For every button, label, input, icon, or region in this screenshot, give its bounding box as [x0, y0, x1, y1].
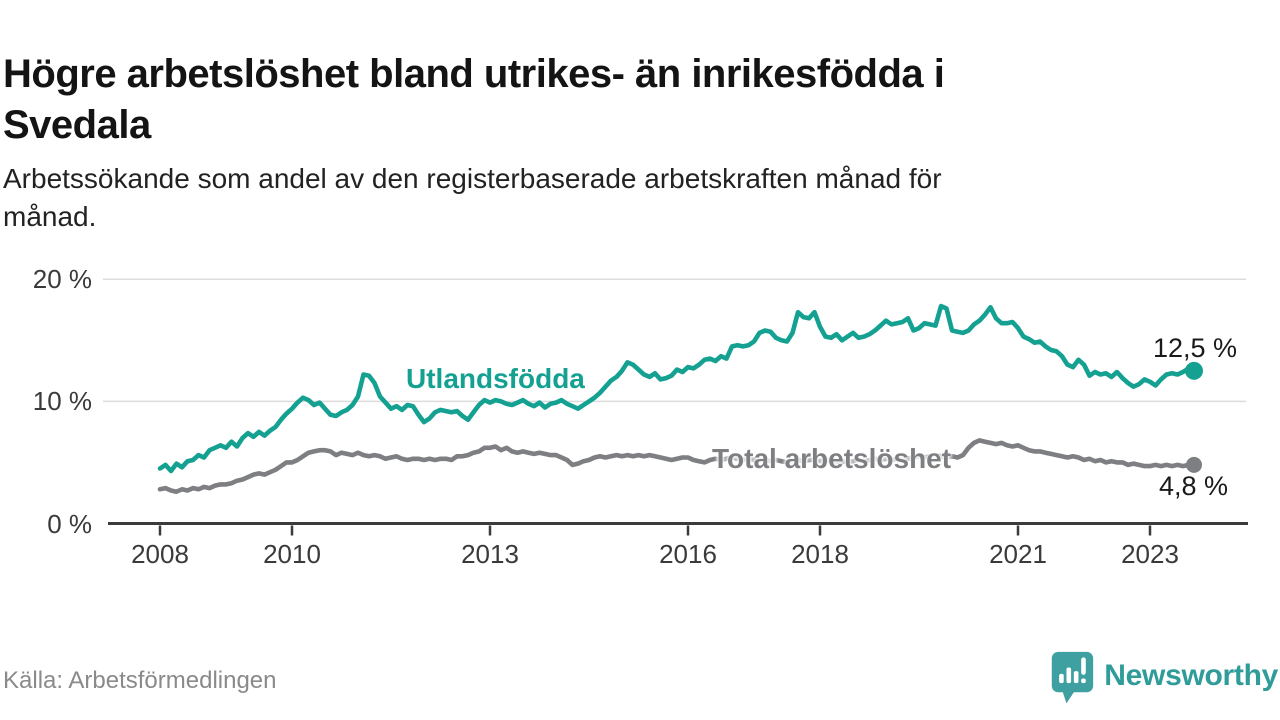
end-value-label-utlandsfodda: 12,5 %	[1152, 333, 1237, 363]
y-tick-label-20: 20 %	[32, 264, 92, 295]
x-tick-label-2010: 2010	[263, 539, 321, 569]
page-title: Högre arbetslöshet bland utrikes- än inr…	[3, 49, 1273, 151]
series-label-total-arbetsloshet: Total arbetslöshet	[712, 443, 952, 474]
y-tick-label-10: 10 %	[32, 386, 92, 417]
x-tick-label-2013: 2013	[461, 539, 519, 569]
page-title-line2: Svedala	[3, 102, 151, 147]
x-tick-label-2018: 2018	[791, 539, 849, 569]
series-end-dot-utlandsfodda	[1185, 361, 1203, 380]
x-tick-label-2008: 2008	[131, 539, 189, 569]
page-title-line1: Högre arbetslöshet bland utrikes- än inr…	[3, 51, 945, 96]
series-line-utlandsfodda	[157, 303, 1197, 474]
y-tick-label-0: 0 %	[47, 508, 92, 539]
bar-chart-pin-icon	[1052, 651, 1094, 703]
series-end-dot-total	[1186, 456, 1202, 473]
x-tick-label-2021: 2021	[989, 539, 1047, 569]
chart-subtitle-line2: månad.	[3, 201, 97, 232]
x-tick-label-2016: 2016	[659, 539, 717, 569]
series-line-total	[157, 438, 1197, 494]
newsworthy-brand: Newsworthy	[1049, 648, 1278, 708]
end-value-label-total: 4,8 %	[1158, 471, 1228, 501]
series-label-utlandsfodda: Utlandsfödda	[406, 363, 585, 394]
chart-subtitle-line1: Arbetssökande som andel av den registerb…	[3, 163, 942, 194]
x-tick-label-2023: 2023	[1121, 539, 1179, 569]
source-attribution: Källa: Arbetsförmedlingen	[3, 667, 277, 694]
chart-subtitle: Arbetssökande som andel av den registerb…	[3, 160, 1243, 236]
brand-name: Newsworthy	[1104, 659, 1278, 692]
